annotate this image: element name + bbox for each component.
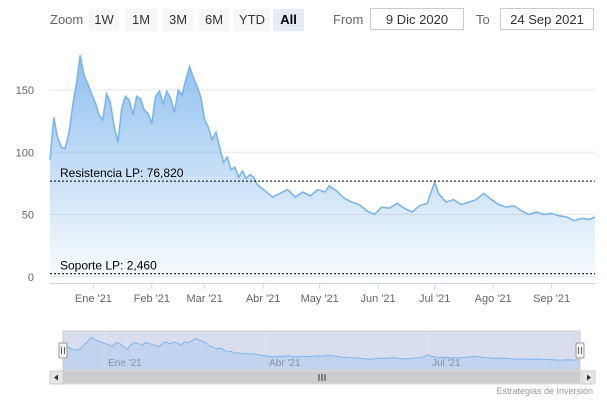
- zoom-button-ytd[interactable]: YTD: [234, 9, 270, 31]
- x-tick-label: Sep '21: [533, 293, 570, 305]
- x-tick-label: Jun '21: [361, 293, 396, 305]
- to-label: To: [476, 12, 490, 27]
- x-tick-label: Feb '21: [134, 293, 170, 305]
- x-axis: Ene '21 Feb '21 Mar '21 Abr '21 May '21 Jun '…: [50, 283, 595, 305]
- y-tick-label: 150: [16, 85, 34, 97]
- y-tick-label: 50: [22, 210, 34, 222]
- plot-line-label: Soporte LP: 2,460: [60, 259, 157, 273]
- navigator-left-handle[interactable]: [58, 342, 68, 359]
- price-area-series: [49, 55, 596, 284]
- zoom-button-1m[interactable]: 1M: [125, 9, 157, 31]
- navigator-tick-label: Abr '21: [269, 358, 301, 369]
- x-tick-label: Mar '21: [186, 293, 222, 305]
- arrow-right-icon: [587, 374, 591, 381]
- zoom-button-6m[interactable]: 6M: [199, 9, 229, 31]
- y-tick-label: 0: [28, 272, 34, 284]
- navigator-tick-label: Jul '21: [432, 358, 461, 369]
- x-tick-label: Ene '21: [75, 293, 112, 305]
- zoom-button-3m[interactable]: 3M: [163, 9, 193, 31]
- x-tick-label: Jul '21: [419, 293, 450, 305]
- x-tick-label: Ago '21: [475, 293, 512, 305]
- from-date-input[interactable]: [370, 8, 464, 30]
- zoom-label: Zoom: [50, 12, 84, 27]
- plot-lines: Resistencia LP: 76,820 Soporte LP: 2,460: [50, 166, 595, 275]
- navigator[interactable]: Ene '21 Abr '21 Jul '21: [49, 330, 596, 385]
- x-tick-label: Abr '21: [246, 293, 281, 305]
- navigator-tick-label: Ene '21: [108, 358, 142, 369]
- from-label: From: [333, 12, 364, 27]
- range-selector-toolbar: Zoom 1W 1M 3M 6M YTD All From To: [0, 0, 607, 40]
- zoom-button-all[interactable]: All: [273, 9, 304, 31]
- x-tick-label: May '21: [301, 293, 339, 305]
- y-axis: 0 50 100 150: [16, 85, 34, 284]
- price-line: [49, 55, 596, 222]
- arrow-left-icon: [54, 374, 58, 381]
- zoom-button-1w[interactable]: 1W: [89, 9, 119, 31]
- plot-line-label: Resistencia LP: 76,820: [60, 166, 184, 180]
- navigator-right-handle[interactable]: [575, 342, 585, 359]
- to-date-input[interactable]: [500, 8, 594, 30]
- navigator-area: [63, 337, 580, 370]
- credits-label: Estrategias de Inversión: [496, 386, 593, 396]
- navigator-mask[interactable]: [63, 331, 580, 370]
- price-area-fill: [50, 55, 595, 284]
- y-tick-label: 100: [16, 147, 34, 159]
- navigator-line: [62, 336, 581, 361]
